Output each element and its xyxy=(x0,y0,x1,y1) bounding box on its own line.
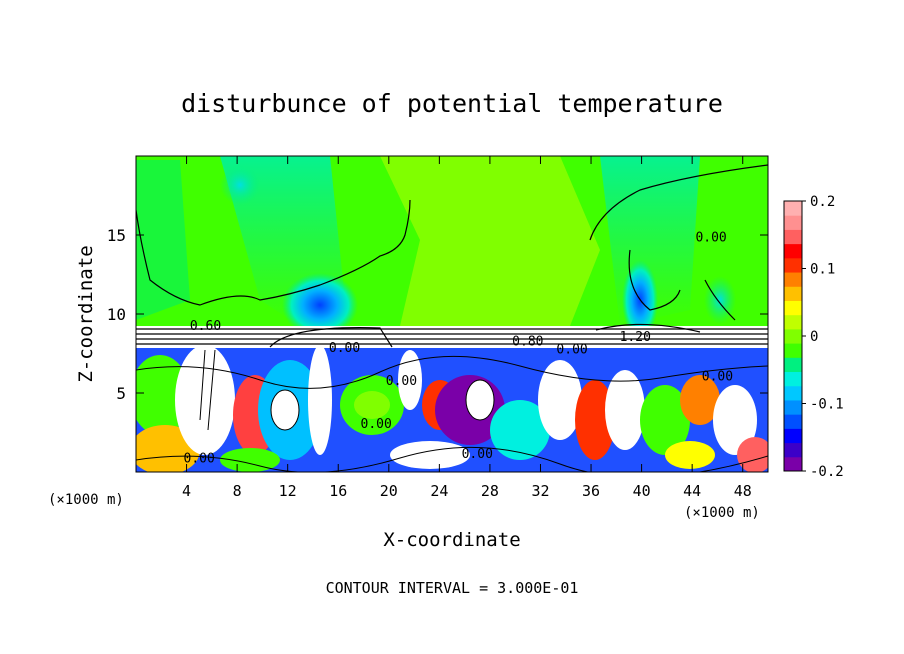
y-axis-label: Z-coordinate xyxy=(75,245,97,382)
contour-label: 0.00 xyxy=(695,230,726,245)
colorbar-swatch xyxy=(784,442,802,458)
contour-label: 0.00 xyxy=(386,374,417,389)
colorbar-swatch xyxy=(784,428,802,444)
contour-label: 0.00 xyxy=(184,452,215,467)
x-axis-label: X-coordinate xyxy=(383,529,520,551)
contour-label: 0.00 xyxy=(329,341,360,356)
colorbar-tick-label: 0.2 xyxy=(810,194,835,210)
x-tick-label: 32 xyxy=(531,482,549,500)
colorbar-tick-label: 0.1 xyxy=(810,262,835,278)
colorbar-swatch xyxy=(784,343,802,358)
upper-light-green-region xyxy=(380,156,600,326)
plot-area: 0.00 0.60 0.00 0.80 0.00 1.20 0.00 0.00 0.00 0.00… xyxy=(136,156,768,472)
x-tick-label: 4 xyxy=(182,482,191,500)
colorbar-swatch xyxy=(784,328,802,344)
x-tick-label: 8 xyxy=(233,482,242,500)
colorbar-tick-label: -0.2 xyxy=(810,464,844,480)
contour-label: 0.00 xyxy=(702,369,733,384)
lower-contours xyxy=(136,349,768,472)
colorbar-swatch xyxy=(784,314,802,330)
contour-label: 1.20 xyxy=(620,330,651,345)
x-tick-label: 40 xyxy=(633,482,651,500)
colorbar-swatch xyxy=(784,456,802,472)
colorbar-tick-label: 0 xyxy=(810,329,818,345)
colorbar-swatch xyxy=(784,385,802,401)
y-tick-label: 15 xyxy=(107,226,126,245)
x-tick-label: 20 xyxy=(380,482,398,500)
colorbar-swatch xyxy=(784,371,802,387)
y-tick-label: 10 xyxy=(107,305,126,324)
upper-contours xyxy=(136,164,768,321)
chart-title: disturbunce of potential temperature xyxy=(181,89,723,118)
colorbar-swatch xyxy=(784,272,802,287)
colorbar-swatch xyxy=(784,414,802,429)
x-unit-right: (×1000 m) xyxy=(684,505,760,521)
contour-interval-note: CONTOUR INTERVAL = 3.000E-01 xyxy=(326,579,579,597)
blue-blob-left xyxy=(282,273,358,337)
y-axis: 5 10 15 xyxy=(107,226,768,403)
contour-label: 0.60 xyxy=(190,319,221,334)
inversion-contours xyxy=(136,323,768,348)
colorbar-swatch xyxy=(784,357,802,373)
x-tick-label: 48 xyxy=(734,482,752,500)
cyan-blob-top xyxy=(220,165,260,205)
x-axis: 4 8 12 16 20 24 28 32 36 40 44 48 xyxy=(182,156,752,500)
contour-labels: 0.00 0.60 0.00 0.80 0.00 1.20 0.00 0.00 0.00 0.00… xyxy=(184,230,734,466)
contour-label: 0.80 xyxy=(512,335,543,350)
colorbar: 0.2 0.1 0 -0.1 -0.2 xyxy=(783,194,844,480)
x-tick-label: 44 xyxy=(683,482,701,500)
colorbar-swatch xyxy=(784,201,802,216)
contour-label: 0.00 xyxy=(556,343,587,358)
x-tick-label: 24 xyxy=(430,482,448,500)
colorbar-swatch xyxy=(784,399,802,415)
colorbar-swatch xyxy=(784,243,802,259)
colorbar-swatch xyxy=(784,215,802,230)
x-tick-label: 12 xyxy=(279,482,297,500)
colorbar-swatch xyxy=(784,229,802,245)
contour-label: 0.00 xyxy=(361,417,392,432)
x-tick-label: 16 xyxy=(329,482,347,500)
colorbar-swatch xyxy=(784,300,802,316)
colorbar-tick-label: -0.1 xyxy=(810,397,844,413)
colorbar-swatch xyxy=(784,286,802,301)
contour-label: 0.00 xyxy=(462,447,493,462)
inversion-band xyxy=(136,326,768,348)
x-unit-left: (×1000 m) xyxy=(48,492,124,508)
x-tick-label: 28 xyxy=(481,482,499,500)
colorbar-swatch xyxy=(784,257,802,273)
x-tick-label: 36 xyxy=(582,482,600,500)
y-tick-label: 5 xyxy=(116,384,126,403)
lower-eddies xyxy=(136,345,768,472)
